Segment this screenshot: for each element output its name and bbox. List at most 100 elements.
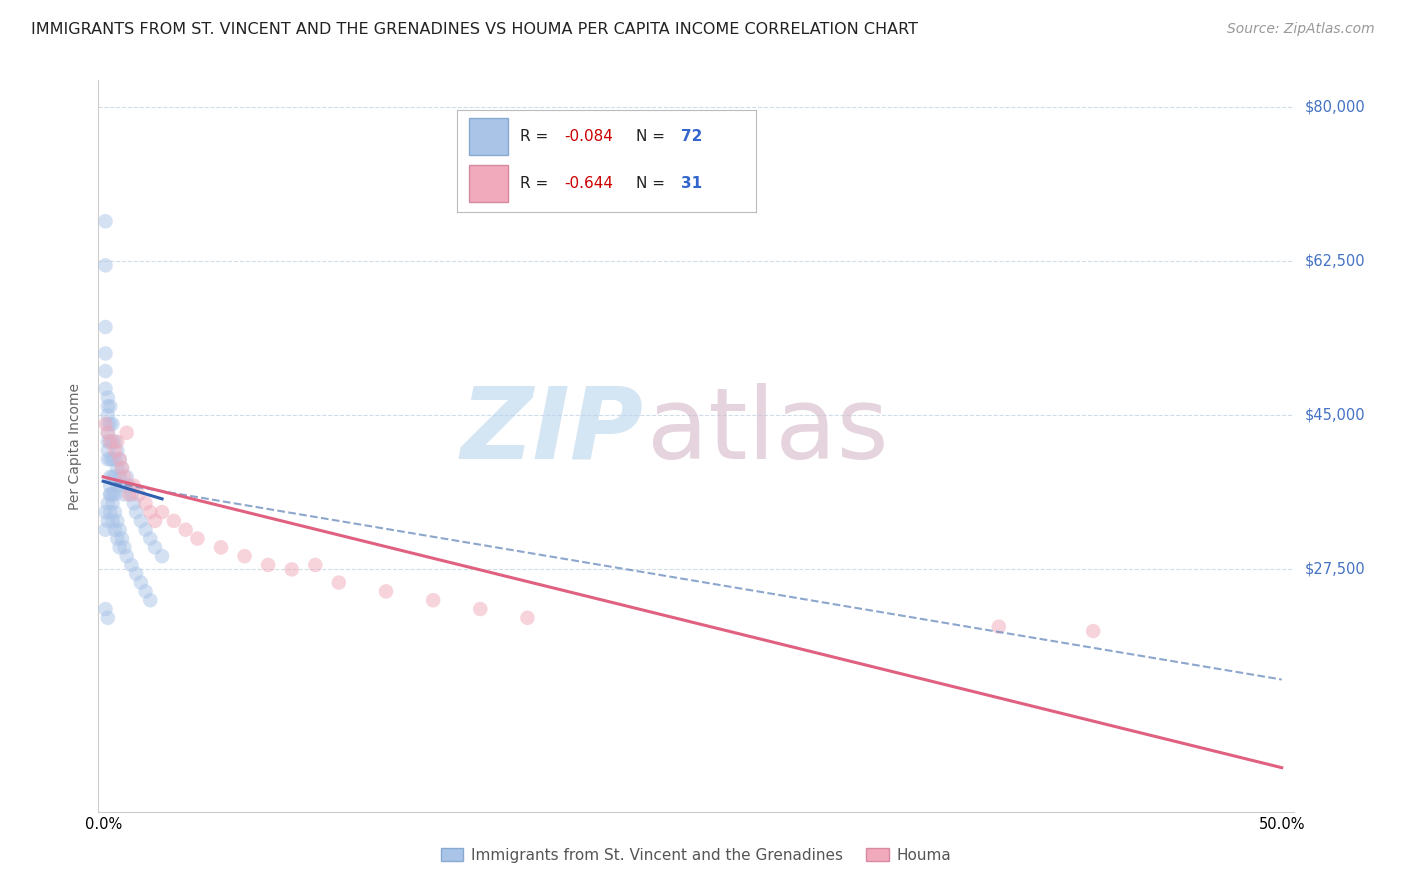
Point	[98, 487, 121, 501]
Point	[108, 541, 131, 555]
Point	[112, 470, 135, 484]
Legend: Immigrants from St. Vincent and the Grenadines, Houma: Immigrants from St. Vincent and the Gren…	[440, 847, 952, 863]
Point	[97, 391, 120, 405]
Point	[987, 620, 1010, 634]
Point	[129, 575, 152, 590]
Point	[163, 514, 186, 528]
Point	[98, 487, 121, 501]
Point	[94, 505, 117, 519]
Point	[135, 523, 157, 537]
Point	[139, 593, 162, 607]
Point	[125, 566, 148, 581]
Point	[94, 382, 117, 396]
Point	[470, 602, 492, 616]
Point	[120, 487, 142, 501]
Point	[97, 514, 120, 528]
Point	[97, 443, 120, 458]
Point	[174, 523, 197, 537]
Point	[104, 505, 127, 519]
Point	[98, 470, 121, 484]
Text: Source: ZipAtlas.com: Source: ZipAtlas.com	[1227, 22, 1375, 37]
Point	[304, 558, 326, 572]
Point	[97, 434, 120, 449]
Point	[94, 258, 117, 272]
Point	[101, 487, 124, 501]
Text: $80,000: $80,000	[1305, 99, 1365, 114]
Point	[422, 593, 444, 607]
Point	[139, 532, 162, 546]
Point	[150, 549, 173, 563]
Point	[115, 425, 138, 440]
Point	[94, 417, 117, 431]
Point	[97, 611, 120, 625]
Point	[101, 434, 124, 449]
Point	[111, 461, 134, 475]
Point	[516, 611, 538, 625]
Point	[98, 400, 121, 414]
Text: $45,000: $45,000	[1305, 408, 1365, 423]
Point	[143, 541, 166, 555]
Point	[104, 470, 127, 484]
Point	[112, 487, 135, 501]
Point	[105, 434, 128, 449]
Point	[125, 505, 148, 519]
Point	[101, 452, 124, 467]
Point	[122, 478, 145, 492]
Point	[111, 478, 134, 492]
Point	[111, 532, 134, 546]
Point	[118, 487, 141, 501]
Point	[101, 514, 124, 528]
Y-axis label: Per Capita Income: Per Capita Income	[69, 383, 83, 509]
Point	[104, 452, 127, 467]
Point	[209, 541, 232, 555]
Point	[115, 470, 138, 484]
Point	[97, 417, 120, 431]
Point	[104, 523, 127, 537]
Point	[97, 425, 120, 440]
Point	[94, 602, 117, 616]
Text: ZIP: ZIP	[461, 383, 644, 480]
Point	[233, 549, 256, 563]
Point	[129, 514, 152, 528]
Point	[108, 470, 131, 484]
Point	[375, 584, 398, 599]
Point	[135, 496, 157, 510]
Point	[1081, 624, 1104, 638]
Point	[328, 575, 350, 590]
Point	[257, 558, 280, 572]
Point	[101, 417, 124, 431]
Point	[104, 443, 127, 458]
Point	[280, 562, 302, 576]
Point	[98, 478, 121, 492]
Point	[97, 408, 120, 422]
Point	[108, 523, 131, 537]
Point	[105, 514, 128, 528]
Point	[98, 505, 121, 519]
Point	[186, 532, 208, 546]
Point	[104, 434, 127, 449]
Text: $62,500: $62,500	[1305, 253, 1365, 268]
Point	[128, 487, 150, 501]
Point	[97, 425, 120, 440]
Point	[122, 496, 145, 510]
Point	[94, 346, 117, 360]
Point	[97, 496, 120, 510]
Point	[105, 478, 128, 492]
Text: atlas: atlas	[647, 383, 889, 480]
Point	[105, 532, 128, 546]
Point	[104, 487, 127, 501]
Point	[135, 584, 157, 599]
Point	[139, 505, 162, 519]
Point	[150, 505, 173, 519]
Point	[94, 523, 117, 537]
Point	[98, 452, 121, 467]
Point	[115, 549, 138, 563]
Point	[98, 417, 121, 431]
Text: $27,500: $27,500	[1305, 562, 1365, 577]
Point	[94, 214, 117, 228]
Point	[111, 461, 134, 475]
Text: IMMIGRANTS FROM ST. VINCENT AND THE GRENADINES VS HOUMA PER CAPITA INCOME CORREL: IMMIGRANTS FROM ST. VINCENT AND THE GREN…	[31, 22, 918, 37]
Point	[94, 320, 117, 334]
Point	[108, 452, 131, 467]
Point	[105, 443, 128, 458]
